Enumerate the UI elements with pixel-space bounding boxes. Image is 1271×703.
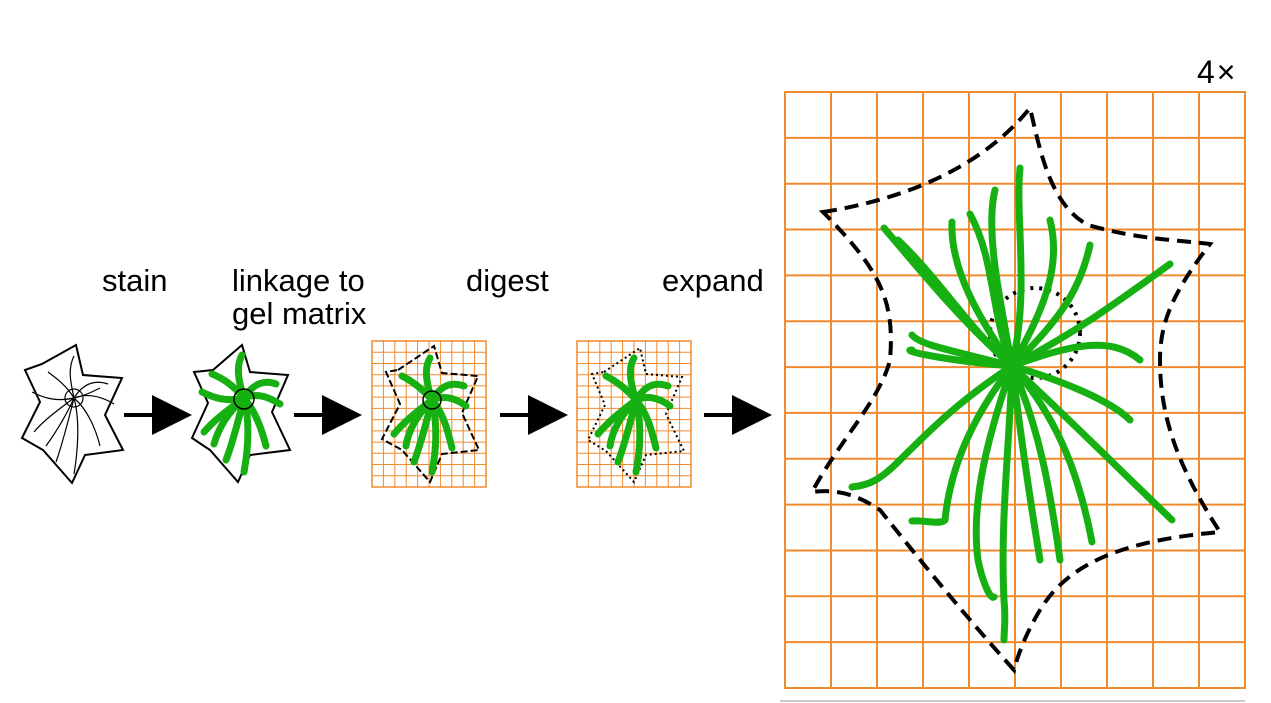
cell-outline <box>22 345 123 483</box>
stage-gel-cell <box>372 341 486 487</box>
expanded-filaments <box>852 168 1172 640</box>
stage-stain-cell <box>22 345 123 483</box>
stage-digested-cell <box>577 341 691 487</box>
stage-linkage-cell <box>192 345 290 482</box>
stage-expanded-cell <box>780 92 1245 701</box>
